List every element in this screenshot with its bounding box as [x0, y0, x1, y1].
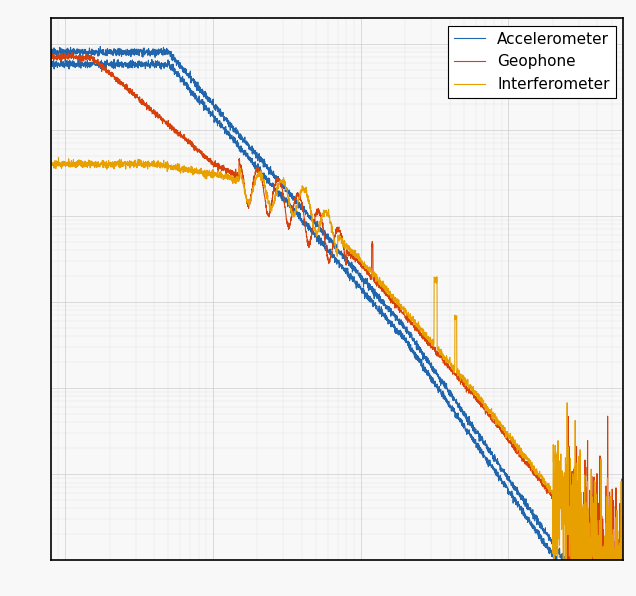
Accelerometer: [113, 49, 120, 57]
Geophone: [47, 53, 55, 60]
Accelerometer: [547, 534, 555, 541]
Accelerometer: [291, 197, 299, 204]
Interferometer: [291, 208, 299, 215]
Accelerometer: [146, 50, 154, 57]
Accelerometer: [97, 43, 104, 50]
Line: Interferometer: Interferometer: [51, 157, 623, 596]
Geophone: [619, 535, 627, 542]
Interferometer: [547, 488, 555, 495]
Interferometer: [113, 160, 120, 167]
Interferometer: [266, 203, 274, 210]
Geophone: [266, 204, 274, 212]
Accelerometer: [266, 163, 274, 170]
Interferometer: [146, 162, 154, 169]
Line: Geophone: Geophone: [51, 53, 623, 596]
Geophone: [69, 49, 76, 57]
Geophone: [609, 539, 616, 546]
Interferometer: [47, 161, 55, 168]
Line: Accelerometer: Accelerometer: [51, 46, 623, 596]
Geophone: [146, 107, 154, 114]
Interferometer: [619, 474, 627, 482]
Geophone: [547, 487, 555, 494]
Interferometer: [55, 154, 62, 161]
Geophone: [291, 195, 299, 202]
Accelerometer: [47, 51, 55, 58]
Geophone: [113, 74, 120, 81]
Legend: Accelerometer, Geophone, Interferometer: Accelerometer, Geophone, Interferometer: [448, 26, 616, 98]
